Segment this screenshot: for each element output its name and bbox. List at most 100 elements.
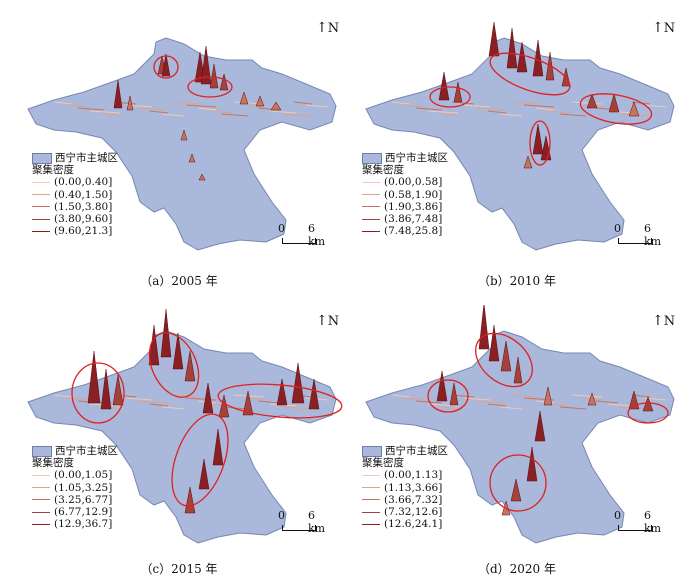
north-label: N xyxy=(327,314,340,329)
legend-density-title: 聚集密度 xyxy=(362,164,404,177)
density-spike xyxy=(255,95,265,107)
density-trace xyxy=(427,403,459,407)
scale-zero: 0 xyxy=(614,509,621,522)
density-spike xyxy=(488,324,500,362)
legend: 西宁市主城区 聚集密度 (0.00,0.40] (0.40,1.50] (1.50,3.… xyxy=(32,152,118,237)
legend-class-label: (3.80,9.60] xyxy=(54,212,113,225)
density-trace xyxy=(595,400,619,404)
density-spike xyxy=(453,81,463,103)
legend-area-label: 西宁市主城区 xyxy=(385,152,448,164)
density-spike xyxy=(202,382,214,414)
legend-class-label: (12.9,36.7] xyxy=(54,518,113,531)
density-spike xyxy=(642,396,654,412)
legend-class-row: (3.80,9.60] xyxy=(32,213,118,225)
legend-class-label: (9.60,21.3] xyxy=(54,225,113,238)
density-trace xyxy=(439,113,459,117)
hotspot-ellipse xyxy=(427,379,469,413)
density-trace xyxy=(185,104,217,108)
legend-class-row: (7.48,25.8] xyxy=(362,225,448,237)
legend-class-line xyxy=(362,511,380,513)
legend-class-line xyxy=(362,206,380,208)
legend-class-line xyxy=(362,194,380,196)
scale-label: 6 km xyxy=(308,222,326,248)
legend-class-label: (0.00,0.58] xyxy=(384,176,443,189)
density-trace xyxy=(523,104,555,108)
density-spike xyxy=(242,390,254,416)
legend-class-row: (7.32,12.6] xyxy=(362,506,448,518)
density-spike xyxy=(212,428,224,466)
density-spike xyxy=(438,71,450,101)
legend-class-label: (1.13,3.66] xyxy=(384,481,443,494)
density-trace xyxy=(439,406,459,410)
density-trace xyxy=(403,104,427,108)
map-canvas xyxy=(365,305,675,544)
legend-area-label: 西宁市主城区 xyxy=(55,445,118,457)
density-spike xyxy=(219,73,229,91)
legend-class-label: (3.86,7.48] xyxy=(384,212,443,225)
legend-class-row: (1.05,3.25] xyxy=(32,482,118,494)
density-trace xyxy=(571,101,603,105)
scale-bar-line xyxy=(618,238,652,244)
density-trace xyxy=(101,113,121,117)
density-spike xyxy=(218,394,230,418)
legend-class-label: (0.40,1.50] xyxy=(54,188,113,201)
density-spike xyxy=(200,45,212,85)
density-trace xyxy=(463,104,491,108)
density-spike xyxy=(526,446,538,482)
density-trace xyxy=(257,400,281,404)
legend-area-row: 西宁市主城区 xyxy=(362,445,448,457)
north-arrow: ↑N xyxy=(652,313,675,329)
density-spike xyxy=(449,382,459,406)
hotspot-ellipse xyxy=(579,93,653,125)
legend-class-line xyxy=(32,230,50,232)
legend-class-label: (0.58,1.90] xyxy=(384,188,443,201)
density-spike xyxy=(510,478,522,502)
legend-class-row: (0.58,1.90] xyxy=(362,189,448,201)
density-trace xyxy=(305,104,329,108)
north-arrow-icon: ↑ xyxy=(652,313,664,329)
density-trace xyxy=(89,110,121,114)
density-spike xyxy=(180,129,188,141)
legend: 西宁市主城区 聚集密度 (0.00,0.58] (0.58,1.90] (1.90,3.… xyxy=(362,152,448,237)
legend-class-label: (1.50,3.80] xyxy=(54,200,113,213)
density-spike xyxy=(148,324,160,366)
map-canvas xyxy=(27,308,343,544)
density-spike xyxy=(113,79,123,109)
map-panel-2015: ↑N 西宁市主城区 聚集密度 (0.00,1.05] (1.05,3.25] (3.25… xyxy=(14,305,344,555)
density-trace xyxy=(487,110,507,114)
density-trace xyxy=(499,406,523,410)
legend-class-line xyxy=(362,181,380,183)
legend-class-line xyxy=(32,194,50,196)
legend-class-row: (3.25,6.77] xyxy=(32,494,118,506)
density-trace xyxy=(149,403,169,407)
legend-class-line xyxy=(32,487,50,489)
density-spike xyxy=(161,53,171,77)
density-trace xyxy=(535,107,555,111)
map-canvas xyxy=(365,21,675,251)
density-spike xyxy=(172,332,184,370)
legend-class-row: (6.77,12.9] xyxy=(32,506,118,518)
density-spike xyxy=(87,350,101,404)
legend-class-label: (3.66,7.32] xyxy=(384,493,443,506)
density-trace xyxy=(415,107,443,111)
density-trace xyxy=(475,107,507,111)
scale-zero: 0 xyxy=(278,509,285,522)
density-spike xyxy=(587,392,597,406)
legend-area-row: 西宁市主城区 xyxy=(32,445,118,457)
density-trace xyxy=(391,101,411,105)
hotspot-ellipse xyxy=(627,402,669,424)
legend-area-row: 西宁市主城区 xyxy=(32,152,118,164)
density-trace xyxy=(281,406,313,410)
density-spike xyxy=(523,155,533,169)
density-trace xyxy=(511,101,539,105)
hotspot-ellipse xyxy=(187,76,233,98)
density-trace xyxy=(125,397,153,401)
density-trace xyxy=(475,400,507,404)
density-trace xyxy=(65,397,89,401)
legend-density-title: 聚集密度 xyxy=(32,164,74,177)
scale-bar-line xyxy=(282,238,316,244)
north-arrow-icon: ↑ xyxy=(316,20,328,36)
legend-class-line xyxy=(362,487,380,489)
legend-class-line xyxy=(362,499,380,501)
density-trace xyxy=(293,101,313,105)
